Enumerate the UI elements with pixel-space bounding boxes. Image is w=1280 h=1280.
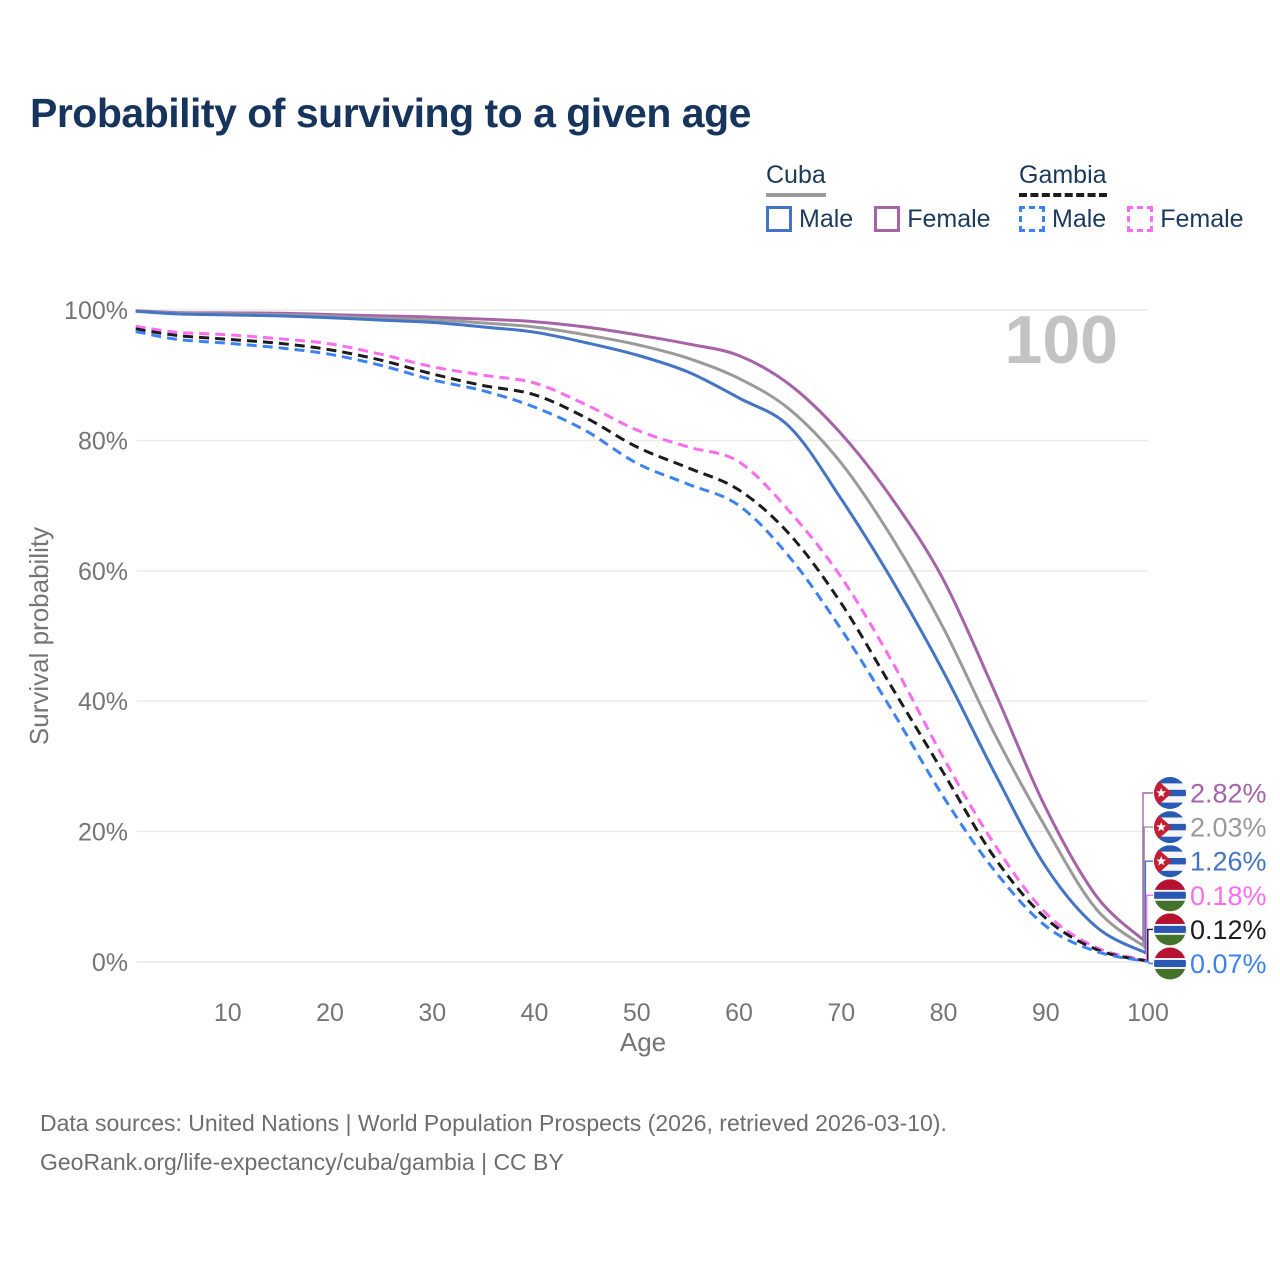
gambia-flag-icon [1154,947,1186,980]
end-label-connector-cuba-male-male [1144,860,1153,954]
cuba-flag-icon [1154,811,1186,844]
legend-item-cuba-male[interactable]: Male [766,206,853,232]
legend-label-cuba-male: Male [799,204,854,233]
legend-cuba-header[interactable]: Cuba [766,161,826,197]
curve-cuba-both[interactable] [135,309,1149,951]
x-tick-label-20: 20 [316,999,344,1027]
gambia-flag-icon [1154,913,1186,946]
curve-cuba-male-male[interactable] [135,309,1149,956]
x-tick-label-70: 70 [827,999,855,1027]
x-tick-label-60: 60 [725,999,753,1027]
legend-row-cuba: Male Female [766,206,991,232]
legend-group-gambia: Gambia Male Female [1019,161,1244,232]
legend-swatch-gambia-female-icon [1127,206,1154,232]
end-value-label-cuba-female-female: 2.82% [1190,779,1267,809]
end-label-connector-gambia-female-female [1145,894,1153,961]
legend-label-gambia-female: Female [1160,204,1244,233]
gambia-flag-icon [1154,879,1186,912]
x-tick-label-10: 10 [214,999,242,1027]
y-tick-label-80: 80% [78,427,128,455]
curve-gambia-female-female[interactable] [135,324,1149,963]
y-axis-title: Survival probability [24,527,54,745]
legend-item-cuba-female[interactable]: Female [874,204,991,233]
legend-row-gambia: Male Female [1019,206,1244,232]
legend-group-cuba: Cuba Male Female [766,161,991,232]
x-tick-label-90: 90 [1032,999,1060,1027]
end-label-connector-gambia-male-male [1148,961,1153,965]
x-axis-title: Age [620,1027,666,1057]
x-tick-label-100: 100 [1127,999,1169,1027]
x-tick-label-50: 50 [623,999,651,1027]
attribution-note: GeoRank.org/life-expectancy/cuba/gambia … [40,1149,564,1175]
y-tick-label-40: 40% [78,688,128,716]
legend-label-cuba-female: Female [907,204,991,233]
data-source-note: Data sources: United Nations | World Pop… [40,1110,947,1136]
end-label-connector-cuba-both [1143,826,1153,949]
legend-item-gambia-female[interactable]: Female [1127,204,1244,233]
end-label-connector-gambia-both [1147,928,1153,962]
legend-swatch-cuba-female-icon [874,206,901,232]
end-label-connector-cuba-female-female [1142,792,1153,944]
end-value-label-gambia-both: 0.12% [1190,915,1267,945]
plot-area[interactable] [137,300,1148,965]
legend-swatch-gambia-male-icon [1019,206,1045,232]
curve-gambia-both[interactable] [135,327,1149,963]
cuba-flag-icon [1154,777,1186,809]
legend-label-gambia-male: Male [1052,204,1107,233]
end-value-label-gambia-male-male: 0.07% [1190,949,1267,979]
legend-item-gambia-male[interactable]: Male [1019,206,1106,232]
y-tick-label-20: 20% [78,819,128,847]
end-value-label-gambia-female-female: 0.18% [1190,881,1267,911]
cuba-flag-icon [1154,845,1186,878]
y-tick-label-0: 0% [92,949,128,977]
x-tick-label-80: 80 [930,999,958,1027]
legend-gambia-header[interactable]: Gambia [1019,161,1107,197]
end-value-label-cuba-both: 2.03% [1190,813,1267,843]
x-tick-label-30: 30 [418,999,446,1027]
legend-swatch-cuba-male-icon [766,206,792,232]
page-title: Probability of surviving to a given age [30,90,751,136]
end-value-label-cuba-male-male: 1.26% [1190,847,1267,877]
y-tick-label-100: 100% [64,297,128,325]
y-tick-label-60: 60% [78,558,128,586]
x-tick-label-40: 40 [521,999,549,1027]
age-counter-watermark: 100 [1005,302,1118,378]
